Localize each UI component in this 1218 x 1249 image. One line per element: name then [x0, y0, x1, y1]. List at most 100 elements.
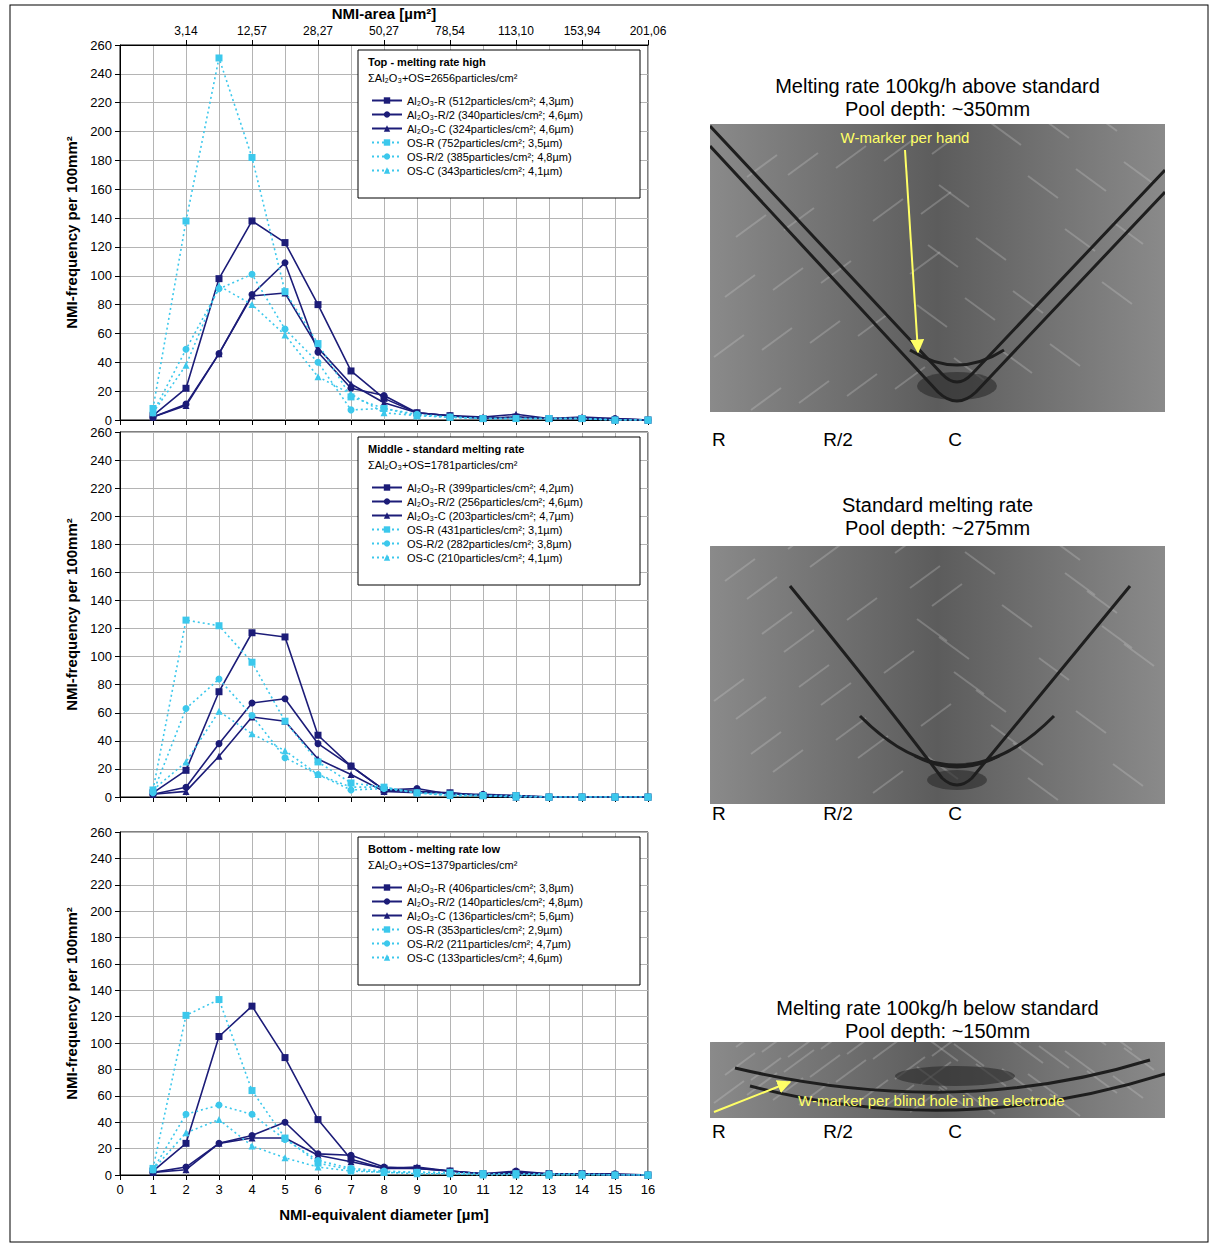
svg-text:80: 80: [98, 677, 112, 692]
svg-text:6: 6: [314, 1182, 321, 1197]
svg-text:60: 60: [98, 705, 112, 720]
svg-text:ΣAl₂O₃+OS=2656particles/cm²: ΣAl₂O₃+OS=2656particles/cm²: [368, 72, 518, 84]
svg-text:Pool depth: ~275mm: Pool depth: ~275mm: [845, 517, 1030, 539]
svg-text:NMI-frequency per 100mm²: NMI-frequency per 100mm²: [63, 907, 80, 1100]
svg-text:Al₂O₃-R (406particles/cm²; 3,8: Al₂O₃-R (406particles/cm²; 3,8µm): [407, 882, 574, 894]
svg-text:0: 0: [116, 1182, 123, 1197]
svg-text:16: 16: [641, 1182, 655, 1197]
svg-text:R: R: [712, 803, 726, 824]
svg-text:R: R: [712, 1121, 726, 1142]
svg-text:8: 8: [380, 1182, 387, 1197]
svg-text:NMI-frequency per 100mm²: NMI-frequency per 100mm²: [63, 136, 80, 329]
svg-text:R: R: [712, 429, 726, 450]
svg-text:180: 180: [90, 153, 112, 168]
svg-text:OS-C (210particles/cm²; 4,1µm): OS-C (210particles/cm²; 4,1µm): [407, 552, 562, 564]
svg-text:40: 40: [98, 1115, 112, 1130]
svg-text:4: 4: [248, 1182, 255, 1197]
svg-text:Bottom - melting rate low: Bottom - melting rate low: [368, 843, 500, 855]
svg-text:C: C: [948, 803, 962, 824]
svg-text:10: 10: [443, 1182, 457, 1197]
svg-text:260: 260: [90, 825, 112, 840]
svg-text:Al₂O₃-C (136particles/cm²; 5,6: Al₂O₃-C (136particles/cm²; 5,6µm): [407, 910, 574, 922]
svg-text:Al₂O₃-C (324particles/cm²; 4,6: Al₂O₃-C (324particles/cm²; 4,6µm): [407, 123, 574, 135]
svg-text:180: 180: [90, 537, 112, 552]
svg-text:Standard melting rate: Standard melting rate: [842, 494, 1033, 516]
svg-text:260: 260: [90, 38, 112, 53]
svg-text:220: 220: [90, 877, 112, 892]
svg-text:3,14: 3,14: [174, 24, 198, 38]
svg-text:Al₂O₃-R/2 (256particles/cm²; 4: Al₂O₃-R/2 (256particles/cm²; 4,6µm): [407, 496, 583, 508]
svg-text:100: 100: [90, 649, 112, 664]
svg-text:120: 120: [90, 621, 112, 636]
svg-text:20: 20: [98, 384, 112, 399]
svg-text:140: 140: [90, 211, 112, 226]
svg-text:20: 20: [98, 761, 112, 776]
svg-text:40: 40: [98, 355, 112, 370]
svg-text:12,57: 12,57: [237, 24, 267, 38]
svg-text:Al₂O₃-R (399particles/cm²; 4,2: Al₂O₃-R (399particles/cm²; 4,2µm): [407, 482, 574, 494]
svg-text:40: 40: [98, 733, 112, 748]
svg-text:OS-C (133particles/cm²; 4,6µm): OS-C (133particles/cm²; 4,6µm): [407, 952, 562, 964]
svg-text:140: 140: [90, 983, 112, 998]
svg-text:ΣAl₂O₃+OS=1781particles/cm²: ΣAl₂O₃+OS=1781particles/cm²: [368, 459, 518, 471]
svg-text:14: 14: [575, 1182, 589, 1197]
svg-text:220: 220: [90, 481, 112, 496]
svg-text:160: 160: [90, 182, 112, 197]
svg-text:NMI-area [µm²]: NMI-area [µm²]: [332, 5, 437, 22]
svg-text:C: C: [948, 1121, 962, 1142]
svg-text:201,06: 201,06: [630, 24, 667, 38]
svg-text:0: 0: [105, 790, 112, 805]
svg-text:100: 100: [90, 268, 112, 283]
svg-text:240: 240: [90, 453, 112, 468]
svg-text:28,27: 28,27: [303, 24, 333, 38]
svg-text:Melting rate 100kg/h above sta: Melting rate 100kg/h above standard: [775, 75, 1100, 97]
svg-text:11: 11: [476, 1182, 490, 1197]
svg-text:OS-R (431particles/cm²; 3,1µm): OS-R (431particles/cm²; 3,1µm): [407, 524, 562, 536]
svg-text:12: 12: [509, 1182, 523, 1197]
svg-text:140: 140: [90, 593, 112, 608]
svg-text:200: 200: [90, 509, 112, 524]
svg-text:Middle - standard melting rate: Middle - standard melting rate: [368, 443, 524, 455]
svg-text:OS-R (752particles/cm²; 3,5µm): OS-R (752particles/cm²; 3,5µm): [407, 137, 562, 149]
svg-text:160: 160: [90, 956, 112, 971]
svg-text:180: 180: [90, 930, 112, 945]
svg-text:3: 3: [215, 1182, 222, 1197]
svg-text:2: 2: [182, 1182, 189, 1197]
svg-text:0: 0: [105, 1168, 112, 1183]
svg-text:160: 160: [90, 565, 112, 580]
svg-text:200: 200: [90, 124, 112, 139]
svg-text:OS-R (353particles/cm²; 2,9µm): OS-R (353particles/cm²; 2,9µm): [407, 924, 562, 936]
svg-text:120: 120: [90, 239, 112, 254]
svg-text:7: 7: [347, 1182, 354, 1197]
svg-text:NMI-frequency per 100mm²: NMI-frequency per 100mm²: [63, 518, 80, 711]
svg-text:Al₂O₃-R (512particles/cm²; 4,3: Al₂O₃-R (512particles/cm²; 4,3µm): [407, 95, 574, 107]
svg-text:78,54: 78,54: [435, 24, 465, 38]
svg-text:20: 20: [98, 1141, 112, 1156]
svg-text:1: 1: [149, 1182, 156, 1197]
svg-text:80: 80: [98, 297, 112, 312]
svg-text:Pool depth: ~150mm: Pool depth: ~150mm: [845, 1020, 1030, 1042]
svg-text:60: 60: [98, 326, 112, 341]
svg-text:100: 100: [90, 1036, 112, 1051]
svg-text:113,10: 113,10: [498, 24, 534, 38]
svg-text:OS-R/2 (211particles/cm²; 4,7µ: OS-R/2 (211particles/cm²; 4,7µm): [407, 938, 571, 950]
svg-text:Top - melting rate high: Top - melting rate high: [368, 56, 486, 68]
svg-text:9: 9: [413, 1182, 420, 1197]
svg-text:Al₂O₃-C (203particles/cm²; 4,7: Al₂O₃-C (203particles/cm²; 4,7µm): [407, 510, 574, 522]
svg-text:R/2: R/2: [823, 429, 853, 450]
svg-text:ΣAl₂O₃+OS=1379particles/cm²: ΣAl₂O₃+OS=1379particles/cm²: [368, 859, 518, 871]
svg-text:120: 120: [90, 1009, 112, 1024]
svg-text:240: 240: [90, 66, 112, 81]
svg-text:220: 220: [90, 95, 112, 110]
svg-text:OS-R/2 (282particles/cm²; 3,8µ: OS-R/2 (282particles/cm²; 3,8µm): [407, 538, 572, 550]
svg-text:60: 60: [98, 1088, 112, 1103]
svg-text:240: 240: [90, 851, 112, 866]
svg-text:Al₂O₃-R/2 (340particles/cm²; 4: Al₂O₃-R/2 (340particles/cm²; 4,6µm): [407, 109, 583, 121]
svg-text:260: 260: [90, 425, 112, 440]
svg-text:OS-R/2 (385particles/cm²; 4,8µ: OS-R/2 (385particles/cm²; 4,8µm): [407, 151, 572, 163]
svg-text:R/2: R/2: [823, 803, 853, 824]
svg-text:50,27: 50,27: [369, 24, 399, 38]
svg-text:80: 80: [98, 1062, 112, 1077]
svg-text:Pool depth: ~350mm: Pool depth: ~350mm: [845, 98, 1030, 120]
svg-text:W-marker per blind hole in the: W-marker per blind hole in the electrode: [798, 1092, 1065, 1109]
